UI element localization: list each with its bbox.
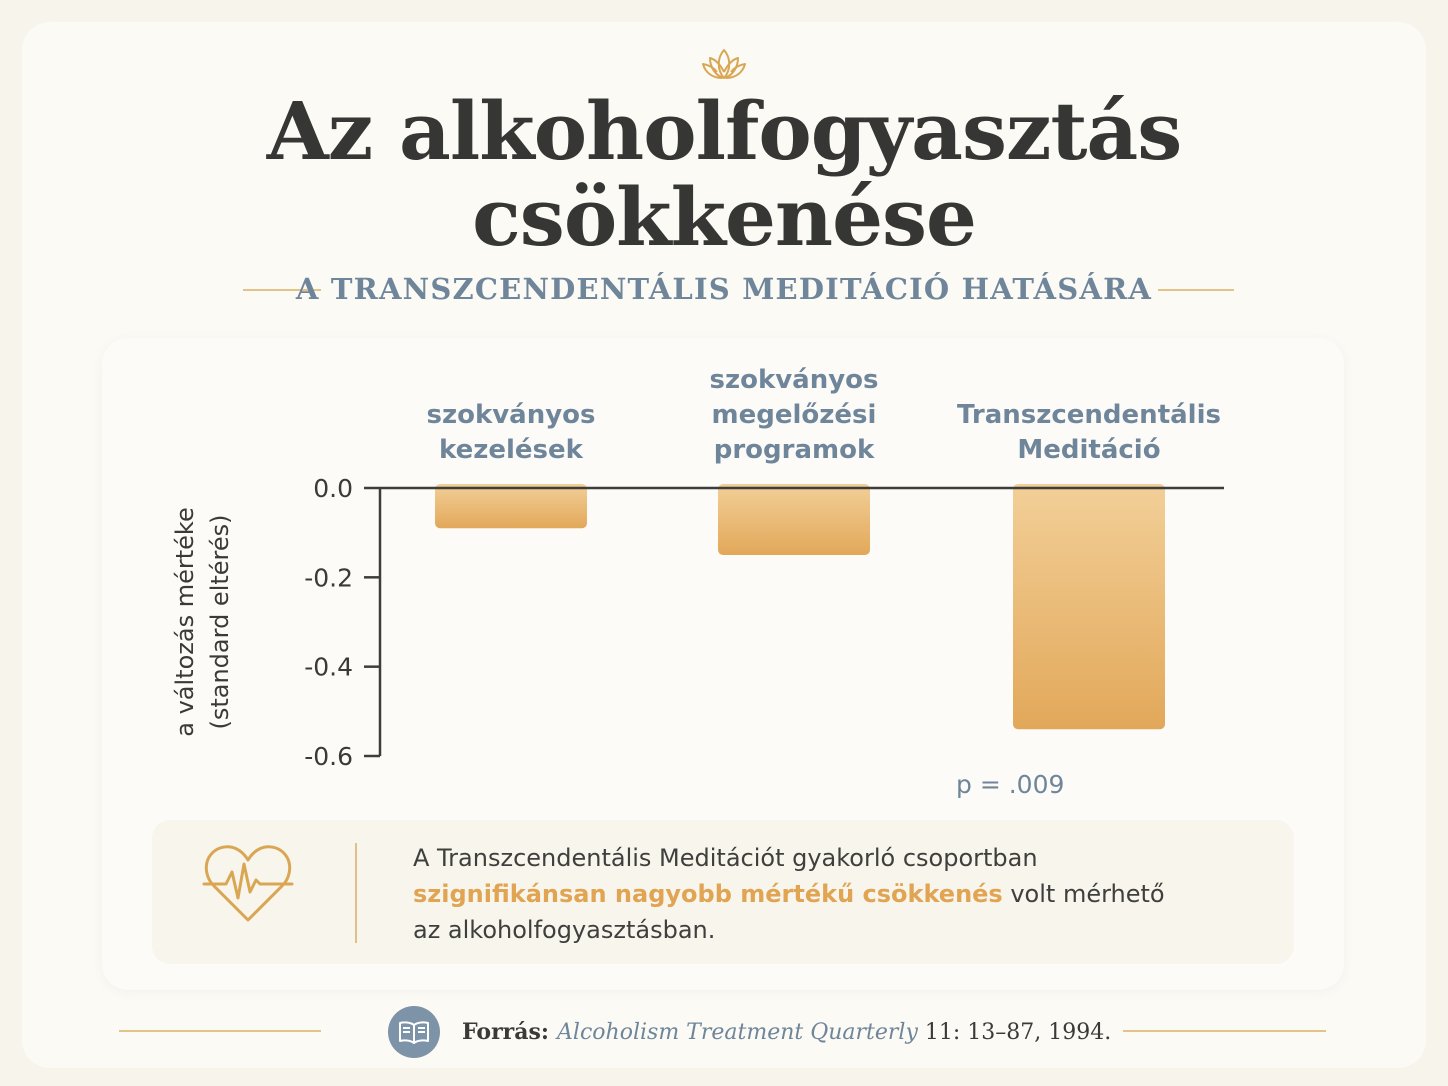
category-label: Meditáció xyxy=(1017,435,1160,465)
note-highlight: szignifikánsan nagyobb mértékű csökkenés xyxy=(413,880,1003,908)
source-citation-details: 11: 13–87, 1994. xyxy=(917,1020,1112,1045)
p-value-annotation: p = .009 xyxy=(956,770,1065,799)
title-line-1: Az alkoholfogyasztás xyxy=(266,84,1183,178)
footer-rule-right xyxy=(1123,1030,1326,1032)
y-tick-label: -0.6 xyxy=(304,742,353,771)
source-text: Forrás: Alcoholism Treatment Quarterly 11… xyxy=(462,1019,1111,1045)
page-title: Az alkoholfogyasztás csökkenése xyxy=(0,88,1448,260)
title-line-2: csökkenése xyxy=(472,170,977,264)
note-divider xyxy=(355,843,357,943)
bar-1 xyxy=(435,484,587,529)
category-label: szokványos xyxy=(709,365,878,395)
category-label: Transzcendentális xyxy=(957,400,1221,430)
subtitle: A TRANSZCENDENTÁLIS MEDITÁCIÓ HATÁSÁRA xyxy=(295,272,1153,306)
y-axis-title-line-2: (standard eltérés) xyxy=(206,514,234,729)
source-journal: Alcoholism Treatment Quarterly xyxy=(557,1020,918,1045)
note-text: A Transzcendentális Meditációt gyakorló … xyxy=(413,840,1173,948)
category-label: programok xyxy=(714,435,875,465)
note-line-3: az alkoholfogyasztásban. xyxy=(413,916,716,944)
y-axis-title-line-1: a változás mértéke xyxy=(171,507,199,736)
source-citation: Forrás: Alcoholism Treatment Quarterly 11… xyxy=(388,1004,1111,1060)
y-tick-label: -0.2 xyxy=(304,563,353,592)
source-label: Forrás: xyxy=(462,1019,550,1045)
note-line-2-rest: volt mérhető xyxy=(1002,880,1165,908)
note-box xyxy=(152,820,1294,964)
y-tick-label: -0.4 xyxy=(304,653,353,682)
lotus-icon xyxy=(702,49,746,79)
category-label: kezelések xyxy=(439,435,584,465)
category-label: megelőzési xyxy=(712,400,877,430)
footer-rule-left xyxy=(119,1030,321,1032)
note-line-1: A Transzcendentális Meditációt gyakorló … xyxy=(413,844,1038,872)
category-label: szokványos xyxy=(426,400,595,430)
subtitle-rule-left xyxy=(243,289,321,291)
heartbeat-icon xyxy=(202,845,294,922)
y-tick-label: 0.0 xyxy=(313,474,353,503)
book-icon xyxy=(388,1006,440,1058)
subtitle-rule-right xyxy=(1158,289,1234,291)
bar-2 xyxy=(718,484,870,555)
bar-3 xyxy=(1013,484,1165,730)
